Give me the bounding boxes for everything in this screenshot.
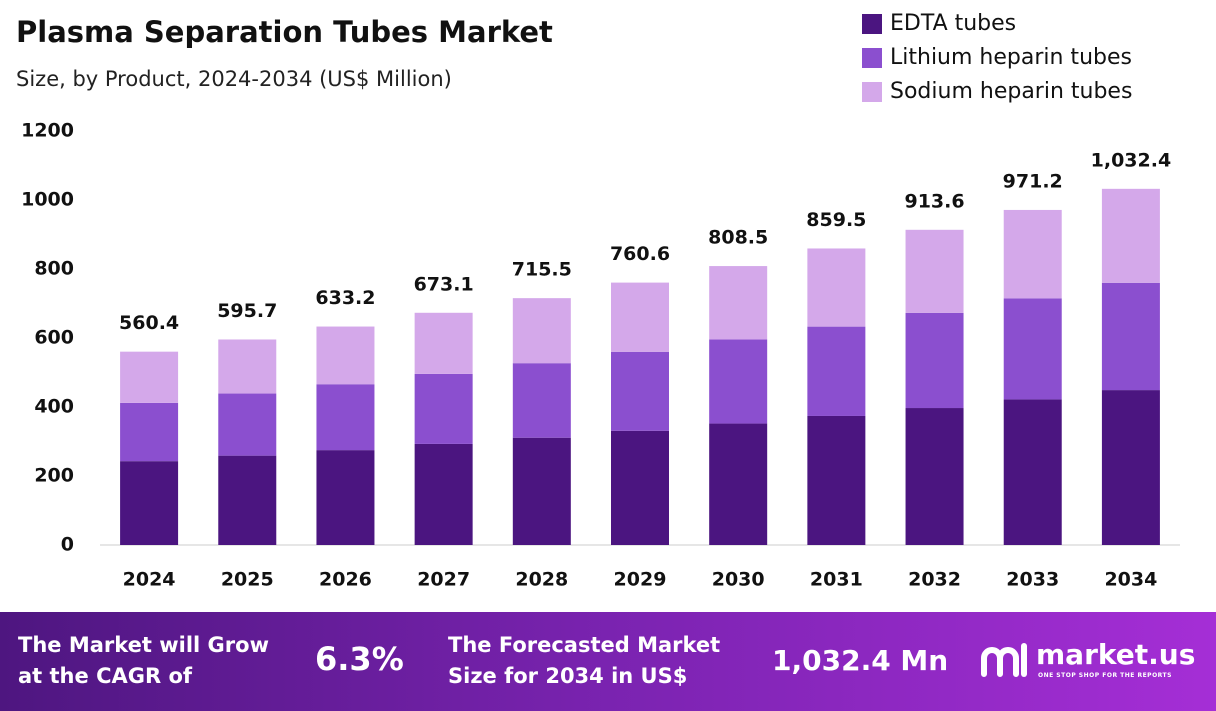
x-tick-label: 2032 — [908, 569, 961, 591]
total-label: 760.6 — [610, 243, 670, 265]
y-tick-label: 600 — [34, 327, 74, 349]
total-label: 808.5 — [708, 227, 768, 249]
bar-segment — [611, 351, 669, 431]
cagr-text: The Market will Grow at the CAGR of — [18, 630, 269, 692]
total-label: 1,032.4 — [1091, 149, 1172, 171]
legend-swatch — [862, 48, 882, 68]
bar-segment — [120, 351, 179, 403]
x-tick-label: 2024 — [123, 569, 176, 591]
forecast-line: The Forecasted Market — [448, 633, 721, 657]
bar-segment — [807, 415, 866, 545]
legend-label: Sodium heparin tubes — [890, 79, 1132, 104]
bar-segment — [1101, 188, 1160, 283]
bar-segment — [905, 408, 964, 545]
x-tick-label: 2029 — [614, 569, 667, 591]
bar-segment — [807, 326, 866, 416]
bar-segment — [1003, 399, 1062, 545]
brand-tagline: ONE STOP SHOP FOR THE REPORTS — [1038, 672, 1172, 679]
legend-swatch — [862, 82, 882, 102]
y-tick-label: 800 — [34, 258, 74, 280]
footer-banner: The Market will Grow at the CAGR of 6.3%… — [0, 612, 1216, 711]
x-tick-label: 2028 — [515, 569, 568, 591]
brand-logo — [981, 643, 1027, 677]
bar-segment — [512, 298, 571, 364]
x-tick-label: 2026 — [319, 569, 372, 591]
y-tick-label: 200 — [34, 465, 74, 487]
bar-segment — [218, 393, 277, 456]
total-label: 673.1 — [414, 273, 474, 295]
chart: Plasma Separation Tubes Market Size, by … — [16, 11, 1180, 591]
y-tick-label: 1200 — [21, 120, 74, 142]
bar-segment — [218, 455, 277, 545]
cagr-value: 6.3% — [315, 640, 404, 678]
legend-label: Lithium heparin tubes — [890, 45, 1132, 70]
bar-segment — [709, 339, 768, 424]
total-label: 595.7 — [217, 300, 277, 322]
bar-segment — [611, 282, 669, 352]
chart-subtitle: Size, by Product, 2024-2034 (US$ Million… — [16, 67, 452, 91]
brand-name: market.us — [1036, 638, 1196, 671]
x-tick-label: 2030 — [712, 569, 765, 591]
total-label: 971.2 — [1003, 170, 1063, 192]
bar-segment — [512, 363, 571, 438]
cagr-line: The Market will Grow — [18, 633, 269, 657]
bar-segment — [316, 384, 375, 451]
bar-segment — [709, 423, 768, 545]
forecast-line: Size for 2034 in US$ — [448, 664, 688, 688]
bar-segment — [414, 373, 473, 444]
bar-segment — [709, 266, 768, 340]
total-label: 715.5 — [512, 259, 572, 281]
bar-segment — [1101, 282, 1160, 391]
cagr-line: at the CAGR of — [18, 664, 193, 688]
total-label: 859.5 — [806, 209, 866, 231]
bar-segment — [316, 450, 375, 545]
x-tick-label: 2034 — [1104, 569, 1157, 591]
bar-segment — [414, 443, 473, 545]
bar-segment — [807, 248, 866, 327]
legend-label: EDTA tubes — [890, 11, 1016, 36]
x-tick-label: 2027 — [417, 569, 470, 591]
bar-segment — [905, 312, 964, 409]
legend-swatch — [862, 14, 882, 34]
x-tick-label: 2025 — [221, 569, 274, 591]
bar-segment — [611, 430, 669, 545]
y-tick-label: 0 — [61, 534, 74, 556]
chart-title: Plasma Separation Tubes Market — [16, 15, 553, 49]
bar-segment — [120, 461, 179, 545]
total-label: 560.4 — [119, 312, 179, 334]
bar-segment — [1101, 390, 1160, 545]
x-tick-label: 2031 — [810, 569, 863, 591]
bar-segment — [905, 229, 964, 313]
total-label: 913.6 — [904, 190, 964, 212]
x-tick-label: 2033 — [1006, 569, 1059, 591]
bar-segment — [1003, 209, 1062, 299]
bar-segment — [414, 312, 473, 374]
forecast-text: The Forecasted Market Size for 2034 in U… — [448, 630, 720, 692]
y-tick-label: 400 — [34, 396, 74, 418]
bar-segment — [218, 339, 277, 394]
total-label: 633.2 — [315, 287, 375, 309]
forecast-value: 1,032.4 Mn — [772, 644, 949, 677]
bar-segment — [1003, 298, 1062, 400]
bar-segment — [512, 437, 571, 545]
bar-segment — [316, 326, 375, 385]
bar-segment — [120, 402, 179, 462]
y-tick-label: 1000 — [21, 189, 74, 211]
